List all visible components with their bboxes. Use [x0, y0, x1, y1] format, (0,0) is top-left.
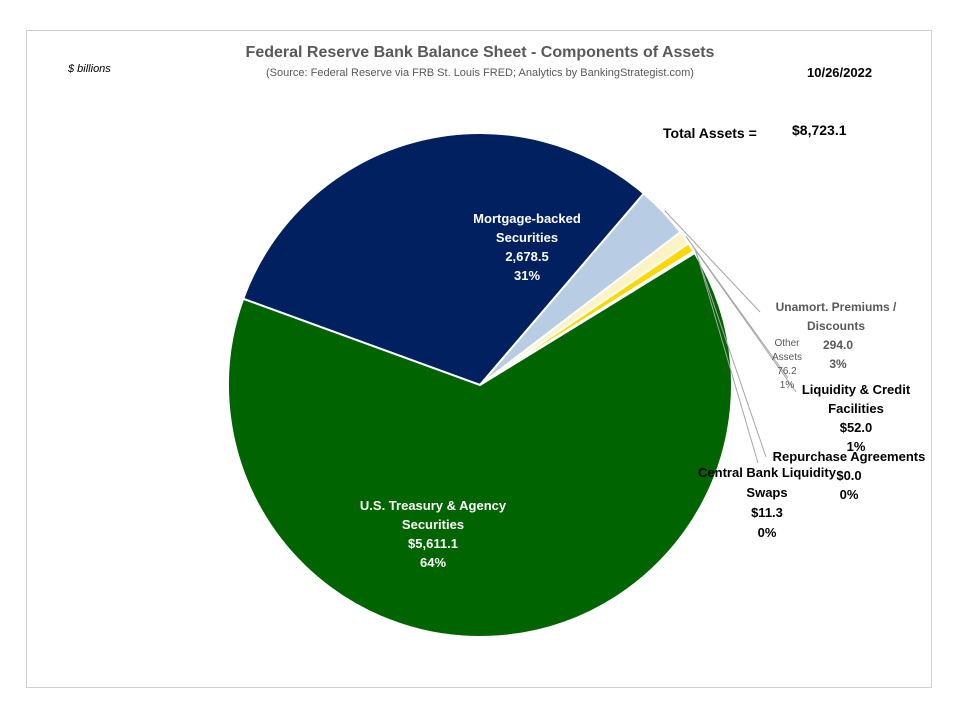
date-label: 10/26/2022	[807, 65, 873, 80]
data-label-mbs-line: Mortgage-backed	[473, 211, 581, 226]
leader-line-premiums	[664, 210, 761, 313]
data-label-swaps: Central Bank Liquidity Swaps $11.3 0%	[698, 465, 837, 540]
data-label-other: Other Assets 76.2 1%	[772, 338, 802, 391]
leader-line-swaps	[695, 250, 759, 464]
pie-slice-mortgage-backed-securities	[241, 132, 646, 387]
data-label-mbs-line: 31%	[514, 268, 540, 283]
data-label-treasury-line: U.S. Treasury & Agency	[360, 498, 507, 513]
data-label-swaps-line: Swaps	[746, 485, 787, 500]
data-label-mbs-line: 2,678.5	[505, 249, 548, 264]
data-label-liquidity-line: 1%	[847, 439, 866, 454]
data-label-other-line: Assets	[772, 352, 802, 363]
data-label-treasury-line: Securities	[402, 517, 464, 532]
data-label-treasury-line: $5,611.1	[408, 536, 458, 551]
chart-subtitle: (Source: Federal Reserve via FRB St. Lou…	[266, 67, 694, 79]
data-label-liquidity: Liquidity & Credit Facilities $52.0 1%	[802, 382, 911, 454]
data-label-premiums-line: 294.0	[823, 338, 853, 352]
data-label-premiums-line: 3%	[829, 357, 847, 371]
data-label-repo-line: $0.0	[836, 468, 861, 483]
total-assets-label: Total Assets =	[663, 125, 757, 141]
data-label-mbs-line: Securities	[496, 230, 558, 245]
data-label-swaps-line: $11.3	[751, 505, 783, 520]
data-label-premiums: Unamort. Premiums / Discounts 294.0 3%	[776, 300, 897, 371]
chart-title: Federal Reserve Bank Balance Sheet - Com…	[245, 44, 715, 61]
data-label-liquidity-line: Facilities	[828, 401, 884, 416]
data-label-treasury-line: 64%	[420, 555, 446, 570]
data-label-other-line: 1%	[780, 380, 795, 391]
leader-line-liquidity	[692, 246, 797, 393]
data-label-swaps-line: Central Bank Liquidity	[698, 465, 837, 480]
chart-frame	[26, 30, 932, 688]
data-label-liquidity-line: $52.0	[840, 420, 873, 435]
data-label-premiums-line: Discounts	[807, 319, 865, 333]
data-label-liquidity-line: Liquidity & Credit	[802, 382, 911, 397]
data-label-repo-line: 0%	[840, 487, 859, 502]
leader-line-repo	[694, 250, 767, 458]
data-label-premiums-line: Unamort. Premiums /	[776, 300, 897, 314]
total-assets-value: $8,723.1	[792, 122, 847, 138]
data-label-swaps-line: 0%	[758, 525, 777, 540]
units-label: $ billions	[68, 63, 111, 75]
data-label-repo-line: Repurchase Agreements	[773, 449, 926, 464]
pie-slice-u-s-treasury-agency-securities	[227, 251, 733, 638]
data-label-other-line: Other	[774, 338, 800, 349]
data-label-repo: Repurchase Agreements $0.0 0%	[773, 449, 926, 502]
data-label-treasury: U.S. Treasury & Agency Securities $5,611.1…	[360, 498, 507, 570]
data-label-mbs: Mortgage-backed Securities 2,678.5 31%	[473, 211, 581, 283]
data-label-other-line: 76.2	[777, 366, 797, 377]
